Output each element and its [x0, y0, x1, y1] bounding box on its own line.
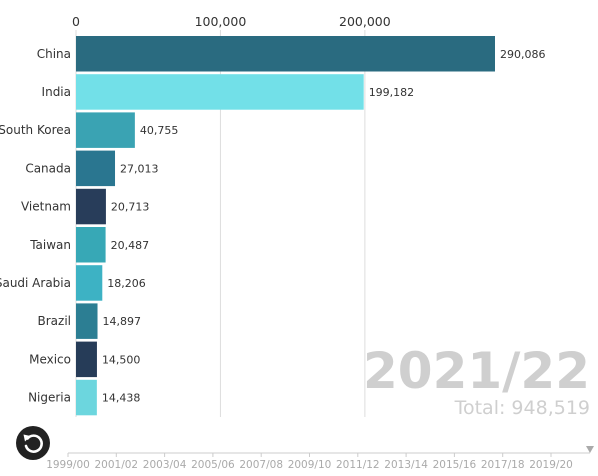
- category-label: Vietnam: [21, 200, 71, 214]
- bar: [76, 303, 98, 339]
- replay-icon: [23, 434, 43, 453]
- bar: [76, 36, 495, 72]
- timeline[interactable]: 1999/00 2001/02 2003/04 2005/06 2007/08 2009/…: [46, 446, 594, 471]
- timeline-label: 2017/18: [481, 459, 525, 471]
- category-label: Mexico: [29, 352, 71, 366]
- timeline-label: 2019/20: [529, 459, 573, 471]
- bar: [76, 150, 116, 187]
- value-label: 14,897: [103, 315, 142, 328]
- x-tick-label: 200,000: [339, 14, 391, 29]
- value-label: 20,487: [111, 239, 149, 252]
- value-label: 290,086: [500, 48, 546, 61]
- bar: [76, 112, 135, 148]
- timeline-label: 1999/00: [46, 459, 90, 471]
- bar: [76, 227, 106, 263]
- timeline-label: 2005/06: [191, 459, 235, 471]
- bar: [76, 188, 106, 225]
- total-label: Total: 948,519: [454, 397, 590, 419]
- category-label: China: [37, 47, 71, 61]
- bar: [76, 74, 364, 110]
- category-label: India: [42, 85, 71, 99]
- timeline-label: 2011/12: [336, 459, 380, 471]
- timeline-label: 2015/16: [433, 459, 477, 471]
- bar: [76, 341, 97, 378]
- value-label: 40,755: [140, 124, 179, 137]
- timeline-label: 2001/02: [94, 459, 138, 471]
- bar: [76, 379, 97, 416]
- value-label: 14,500: [102, 353, 141, 366]
- category-label: Saudi Arabia: [0, 276, 71, 290]
- timeline-label: 2007/08: [239, 459, 283, 471]
- value-label: 199,182: [369, 86, 415, 99]
- timeline-label: 2009/10: [288, 459, 332, 471]
- timeline-label: 2013/14: [384, 459, 428, 471]
- category-label: Brazil: [38, 314, 72, 328]
- x-tick-label: 100,000: [195, 14, 247, 29]
- timeline-handle[interactable]: [586, 446, 594, 453]
- value-label: 14,438: [102, 392, 141, 405]
- value-label: 20,713: [111, 201, 150, 214]
- replay-button[interactable]: [16, 426, 50, 460]
- bar: [76, 265, 103, 301]
- category-label: Taiwan: [29, 238, 71, 252]
- category-label: Nigeria: [28, 391, 71, 405]
- bars: China 290,086 India 199,182 South Korea 40,75…: [0, 36, 546, 416]
- category-label: South Korea: [0, 123, 71, 137]
- period-label: 2021/22: [363, 342, 590, 400]
- x-axis-ticks: 0 100,000 200,000: [72, 14, 391, 29]
- timeline-label: 2003/04: [143, 459, 187, 471]
- x-tick-label: 0: [72, 14, 80, 29]
- category-label: Canada: [25, 161, 71, 175]
- value-label: 27,013: [120, 162, 158, 175]
- value-label: 18,206: [107, 277, 145, 290]
